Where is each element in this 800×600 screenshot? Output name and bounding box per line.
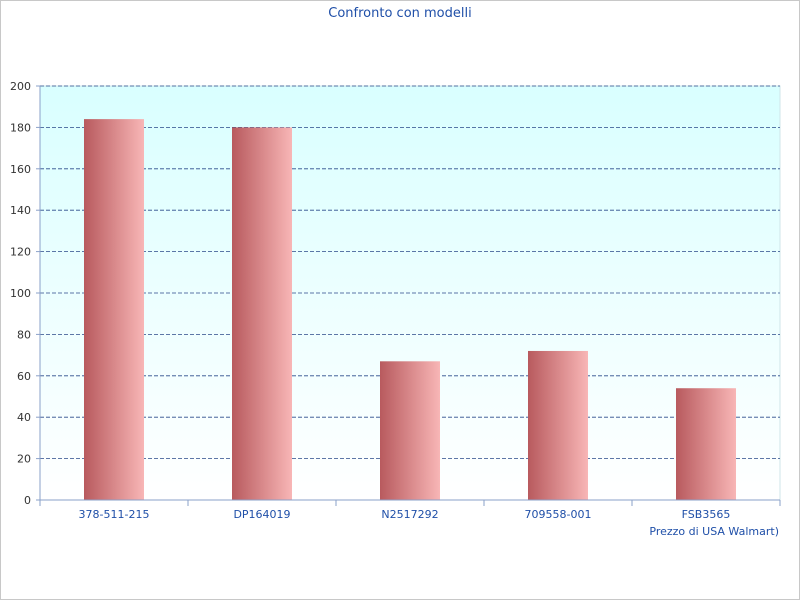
y-tick-label: 180 (10, 121, 31, 134)
y-tick-label: 0 (24, 494, 31, 507)
y-tick-labels: 0 20 40 60 80 100 120 140 160 180 200 (10, 80, 40, 507)
bar (380, 361, 440, 500)
x-tick-label: DP164019 (233, 508, 290, 521)
bar (528, 350, 588, 500)
bar (232, 127, 292, 501)
y-tick-label: 80 (17, 328, 31, 341)
x-tick-label: 378-511-215 (79, 508, 150, 521)
y-tick-label: 200 (10, 80, 31, 93)
y-tick-label: 40 (17, 411, 31, 424)
y-tick-label: 120 (10, 246, 31, 259)
chart-title: Confronto con modelli (328, 6, 471, 21)
bar (676, 388, 736, 500)
bar (84, 119, 144, 501)
y-tick-label: 60 (17, 370, 31, 383)
bars (84, 119, 736, 501)
x-tick-labels: 378-511-215 DP164019 N2517292 709558-001 FSB… (39, 500, 781, 521)
y-tick-label: 100 (10, 287, 31, 300)
x-tick-label: N2517292 (381, 508, 438, 521)
y-tick-label: 140 (10, 204, 31, 217)
x-axis-label: Prezzo di USA Walmart) (649, 525, 779, 538)
y-tick-label: 20 (17, 453, 31, 466)
x-tick-label: FSB3565 (682, 508, 731, 521)
x-tick-label: 709558-001 (525, 508, 592, 521)
y-tick-label: 160 (10, 163, 31, 176)
